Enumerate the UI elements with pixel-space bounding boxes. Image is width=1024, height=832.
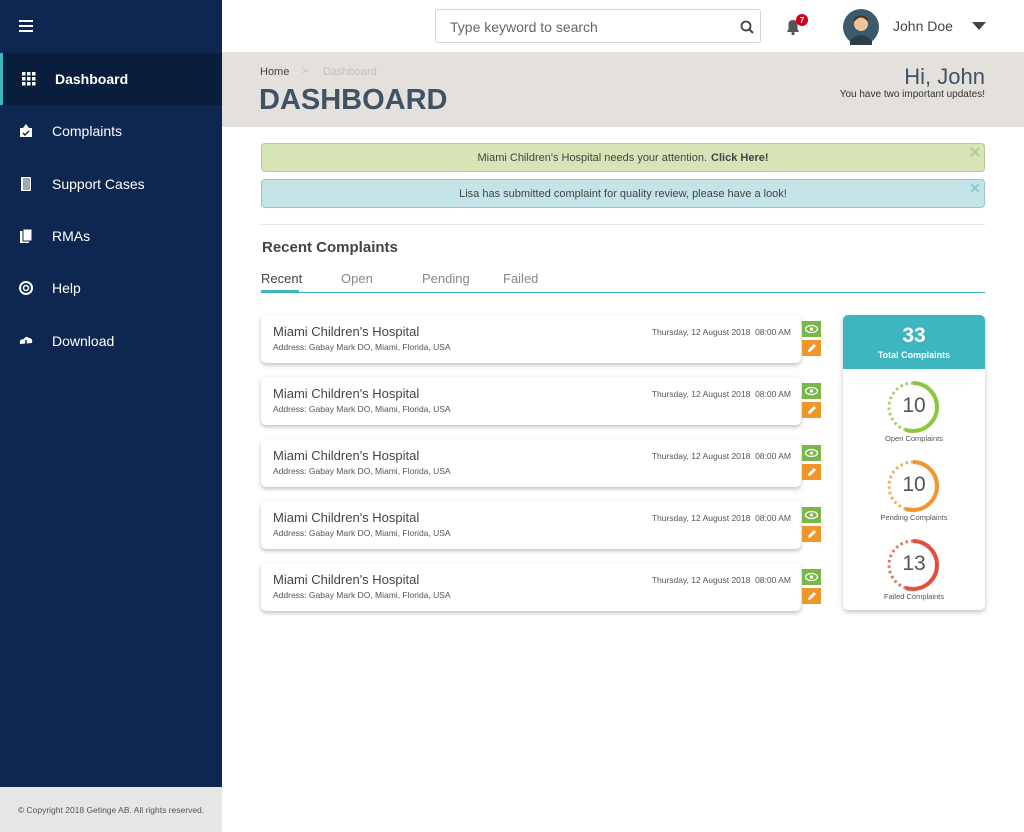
nav-icon [19, 281, 33, 296]
breadcrumb-separator: > [302, 66, 308, 77]
stat-ring [887, 460, 939, 512]
complaint-card[interactable]: Miami Children's Hospital Address: Gabay … [261, 315, 801, 363]
complaint-date: Thursday, 12 August 2018 08:00 AM [651, 451, 791, 461]
complaint-card[interactable]: Miami Children's Hospital Address: Gabay … [261, 439, 801, 487]
alert-close[interactable] [970, 147, 980, 157]
tab[interactable]: Failed [503, 271, 539, 286]
page-title: DASHBOARD [259, 84, 448, 116]
page-header [222, 52, 1024, 127]
complaint-name: Miami Children's Hospital [273, 572, 420, 587]
summary-header: 33 Total Complaints [843, 315, 985, 369]
stat-value: 10 [902, 473, 926, 496]
greeting-subtitle: You have two important updates! [839, 89, 985, 100]
complaint-card[interactable]: Miami Children's Hospital Address: Gabay … [261, 563, 801, 611]
sidebar: Dashboard Complaints Support Cases RMAs Help… [0, 0, 222, 832]
edit-button[interactable] [802, 464, 821, 480]
breadcrumb-current: Dashboard [323, 66, 377, 78]
nav-icon [20, 228, 33, 243]
edit-button[interactable] [802, 588, 821, 604]
user-dropdown[interactable] [972, 22, 986, 31]
complaint-name: Miami Children's Hospital [273, 386, 420, 401]
stat-label: Failed Complaints [883, 592, 945, 601]
total-complaints: 33 [902, 324, 926, 347]
complaint-name: Miami Children's Hospital [273, 324, 420, 339]
tab-underline [261, 292, 985, 293]
edit-button[interactable] [802, 402, 821, 418]
complaint-date: Thursday, 12 August 2018 08:00 AM [651, 327, 791, 337]
alert-close[interactable] [970, 183, 980, 193]
notification-count: 7 [800, 16, 805, 25]
user-name[interactable]: John Doe [893, 18, 953, 34]
stat-label: Open Complaints [885, 434, 943, 443]
complaint-address: Address: Gabay Mark DO, Miami, Florida, … [273, 466, 451, 476]
nav-label: RMAs [52, 227, 91, 244]
nav-icon [22, 72, 36, 86]
complaint-address: Address: Gabay Mark DO, Miami, Florida, … [273, 528, 451, 538]
nav-icon [19, 336, 33, 347]
tab[interactable]: Recent [261, 271, 303, 286]
complaint-address: Address: Gabay Mark DO, Miami, Florida, … [273, 590, 451, 600]
complaint-name: Miami Children's Hospital [273, 448, 420, 463]
divider [261, 224, 985, 225]
breadcrumb-home[interactable]: Home [260, 66, 290, 78]
bell-icon[interactable]: 7 [784, 14, 810, 36]
tab[interactable]: Pending [422, 271, 470, 286]
alert: Miami Children's Hospital needs your att… [261, 143, 985, 172]
nav-icon [20, 124, 32, 138]
complaint-date: Thursday, 12 August 2018 08:00 AM [651, 575, 791, 585]
edit-button[interactable] [802, 526, 821, 542]
complaint-address: Address: Gabay Mark DO, Miami, Florida, … [273, 342, 451, 352]
edit-button[interactable] [802, 340, 821, 356]
nav-label: Help [52, 280, 81, 297]
stat-value: 10 [902, 394, 926, 417]
nav-item[interactable]: Support Cases [0, 158, 222, 210]
sidebar-footer: © Copyright 2018 Getinge AB. All rights … [0, 787, 222, 832]
nav-item[interactable]: Help [0, 262, 222, 314]
search-placeholder: Type keyword to search [450, 19, 598, 35]
nav-label: Download [52, 332, 115, 349]
menu-icon[interactable] [19, 20, 33, 32]
topbar [222, 0, 1024, 52]
stat-ring [887, 539, 939, 591]
view-button[interactable] [802, 507, 821, 523]
view-button[interactable] [802, 321, 821, 337]
search-box[interactable]: Type keyword to search [435, 9, 761, 43]
search-icon[interactable] [740, 20, 754, 34]
complaint-address: Address: Gabay Mark DO, Miami, Florida, … [273, 404, 451, 414]
nav-item[interactable]: Download [0, 315, 222, 367]
complaint-name: Miami Children's Hospital [273, 510, 420, 525]
complaint-date: Thursday, 12 August 2018 08:00 AM [651, 513, 791, 523]
alert-text: Lisa has submitted complaint for quality… [459, 187, 787, 200]
tab[interactable]: Open [341, 271, 373, 286]
alert-link[interactable]: Click Here! [711, 151, 769, 164]
complaint-card[interactable]: Miami Children's Hospital Address: Gabay … [261, 377, 801, 425]
alert: Lisa has submitted complaint for quality… [261, 179, 985, 208]
stat-value: 13 [902, 552, 926, 575]
nav-icon [21, 176, 31, 191]
greeting: Hi, John [904, 64, 985, 89]
nav-label: Support Cases [52, 175, 145, 192]
nav-label: Dashboard [55, 71, 129, 87]
view-button[interactable] [802, 569, 821, 585]
stat-ring [887, 381, 939, 433]
complaint-card[interactable]: Miami Children's Hospital Address: Gabay … [261, 501, 801, 549]
nav-item[interactable]: RMAs [0, 210, 222, 262]
alert-text: Miami Children's Hospital needs your att… [477, 151, 708, 164]
nav-item[interactable]: Complaints [0, 105, 222, 157]
view-button[interactable] [802, 383, 821, 399]
nav-label: Complaints [52, 123, 123, 140]
stat-label: Pending Complaints [880, 513, 948, 522]
total-label: Total Complaints [877, 350, 951, 360]
section-title: Recent Complaints [262, 239, 398, 256]
avatar[interactable] [843, 9, 879, 45]
complaint-date: Thursday, 12 August 2018 08:00 AM [651, 389, 791, 399]
view-button[interactable] [802, 445, 821, 461]
nav-item[interactable]: Dashboard [0, 53, 222, 105]
tab-active-underline [261, 290, 299, 293]
